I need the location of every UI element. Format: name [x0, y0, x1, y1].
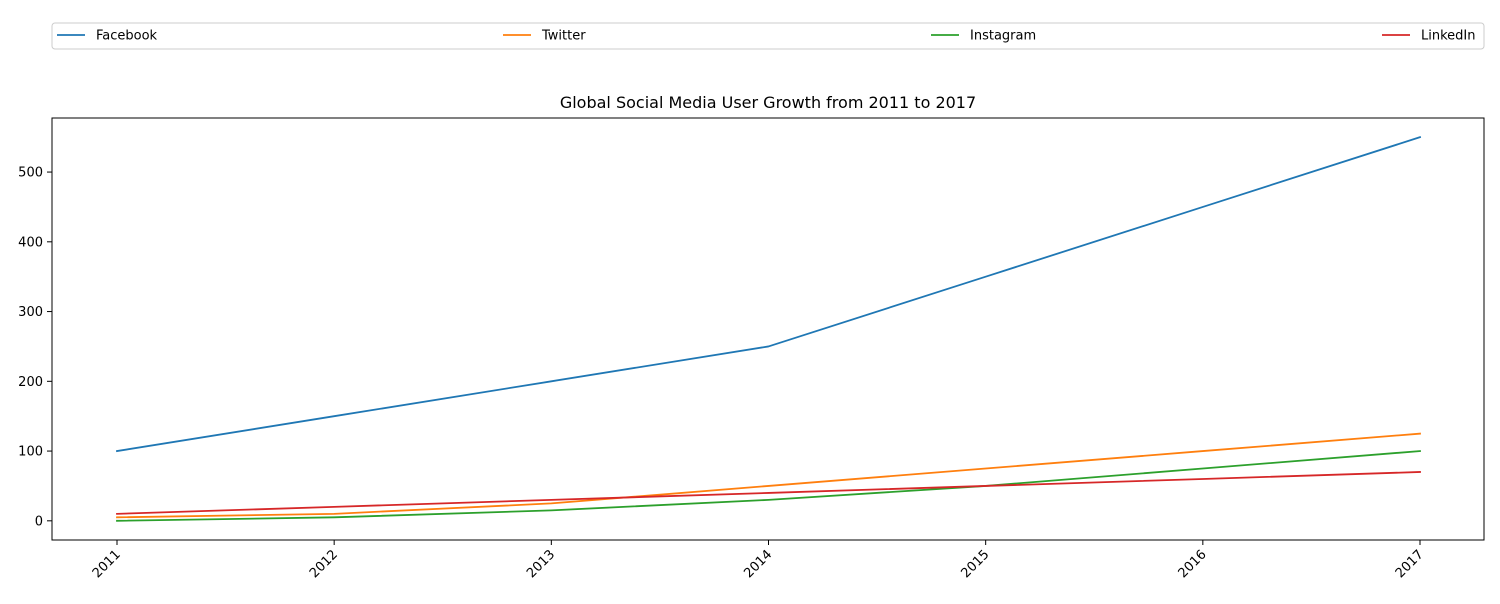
legend-label-linkedin: LinkedIn [1421, 29, 1475, 44]
y-tick-label: 100 [18, 445, 43, 460]
series-line-facebook [115, 136, 1422, 453]
x-tick-label: 2012 [307, 547, 341, 581]
legend-box [51, 22, 1485, 50]
x-tick-label: 2014 [741, 547, 775, 581]
series-line-instagram [116, 450, 1421, 522]
series-line-linkedin [116, 471, 1421, 515]
plot-area: 0 100 200 300 400 500 2011 2012 2013 2014 2015 2016… [18, 117, 1485, 581]
x-tick-label: 2016 [1176, 547, 1210, 581]
legend-label-facebook: Facebook [96, 29, 158, 44]
x-tick-label: 2013 [524, 547, 558, 581]
y-tick-label: 300 [18, 305, 43, 320]
legend-label-twitter: Twitter [541, 29, 586, 44]
y-tick-label: 200 [18, 375, 43, 390]
chart-title: Global Social Media User Growth from 201… [560, 93, 976, 112]
legend: Facebook Twitter Instagram LinkedIn [51, 22, 1485, 50]
series-line-twitter [116, 432, 1421, 519]
y-tick-label: 0 [35, 514, 43, 529]
y-tick-label: 500 [18, 166, 43, 181]
legend-label-instagram: Instagram [970, 29, 1036, 44]
x-tick-label: 2011 [90, 547, 124, 581]
y-tick-label: 400 [18, 235, 43, 250]
x-tick-label: 2015 [958, 547, 992, 581]
x-tick-label: 2017 [1393, 547, 1427, 581]
